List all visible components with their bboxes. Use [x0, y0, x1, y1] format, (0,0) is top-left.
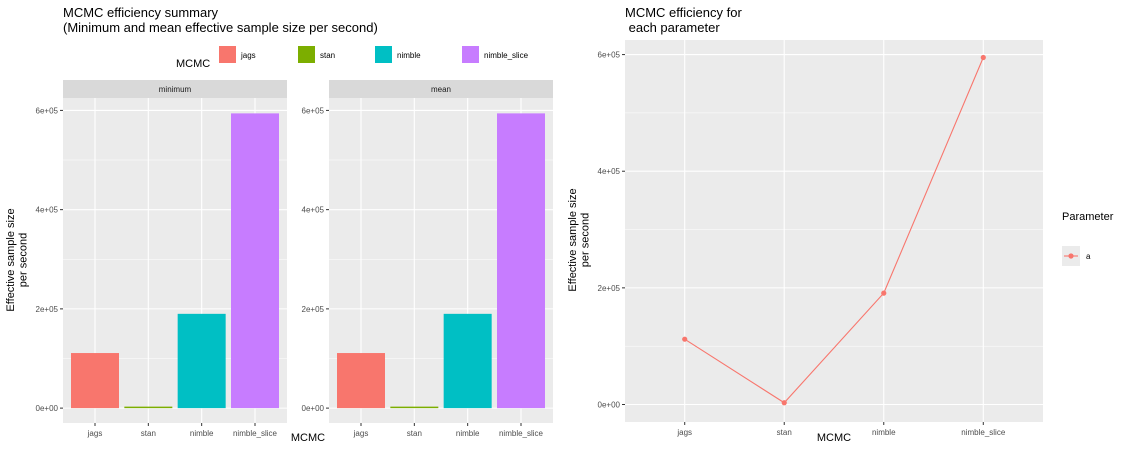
bar-minimum-nimble_slice [231, 113, 279, 409]
bar-mean-nimble_slice [497, 113, 545, 409]
bar-mean-nimble [443, 313, 492, 409]
x-tick-label-stan: stan [777, 428, 792, 437]
panel-background [625, 40, 1043, 422]
right-legend-label-a: a [1086, 252, 1091, 261]
legend-label-jags: jags [240, 51, 256, 60]
y-tick-label: 0e+00 [36, 404, 59, 413]
y-tick-label: 4e+05 [302, 206, 325, 215]
y-tick-label: 4e+05 [36, 206, 59, 215]
bar-mean-jags [337, 353, 385, 409]
facet-label-minimum: minimum [159, 85, 192, 94]
right-legend-title: Parameter [1062, 211, 1114, 223]
x-tick-label-nimble: nimble [872, 428, 896, 437]
legend-key-nimble [375, 46, 392, 63]
x-tick-label-nimble: nimble [456, 429, 480, 438]
x-tick-label-nimble_slice: nimble_slice [233, 429, 278, 438]
x-tick-label-stan: stan [407, 429, 422, 438]
y-tick-label: 2e+05 [598, 284, 621, 293]
bar-minimum-stan [124, 406, 173, 409]
y-tick-label: 6e+05 [598, 51, 621, 60]
left-y-axis-label: Effective sample sizeper second [5, 208, 30, 311]
legend-key-nimble_slice [462, 46, 479, 63]
point-a-jags [682, 336, 688, 342]
y-tick-label: 0e+00 [302, 404, 325, 413]
legend-key-stan [298, 46, 315, 63]
x-tick-label-nimble_slice: nimble_slice [499, 429, 544, 438]
x-tick-label-jags: jags [676, 428, 692, 437]
y-tick-label: 6e+05 [36, 106, 59, 115]
legend-title: MCMC [176, 58, 210, 70]
bar-minimum-nimble [177, 313, 226, 409]
y-tick-label: 2e+05 [36, 305, 59, 314]
point-a-stan [781, 400, 787, 406]
legend-label-nimble: nimble [397, 51, 421, 60]
right-chart-title: MCMC efficiency for each parameter [625, 5, 742, 35]
x-tick-label-jags: jags [353, 429, 369, 438]
left-x-axis-label: MCMC [291, 432, 325, 444]
right-x-axis-label: MCMC [817, 432, 851, 444]
y-tick-label: 0e+00 [598, 401, 621, 410]
point-a-nimble_slice [980, 54, 986, 61]
bar-minimum-jags [71, 353, 119, 409]
left-chart-title: MCMC efficiency summary (Minimum and mean… [63, 5, 378, 35]
x-tick-label-nimble_slice: nimble_slice [961, 428, 1006, 437]
legend-label-stan: stan [320, 51, 335, 60]
right-y-axis-label: Effective sample sizeper second [567, 188, 592, 291]
facet-strip-minimum [63, 80, 287, 98]
y-tick-label: 2e+05 [302, 305, 325, 314]
point-a-nimble [881, 290, 887, 296]
y-tick-label: 6e+05 [302, 106, 325, 115]
facet-strip-mean [329, 80, 553, 98]
x-tick-label-stan: stan [141, 429, 156, 438]
series-line-a [684, 57, 984, 404]
x-tick-label-nimble: nimble [190, 429, 214, 438]
legend-label-nimble_slice: nimble_slice [484, 51, 529, 60]
legend-key-jags [219, 46, 236, 63]
right-legend-key-point [1068, 253, 1074, 259]
bar-mean-stan [390, 406, 439, 409]
y-tick-label: 4e+05 [598, 167, 621, 176]
x-tick-label-jags: jags [87, 429, 103, 438]
facet-label-mean: mean [431, 85, 451, 94]
